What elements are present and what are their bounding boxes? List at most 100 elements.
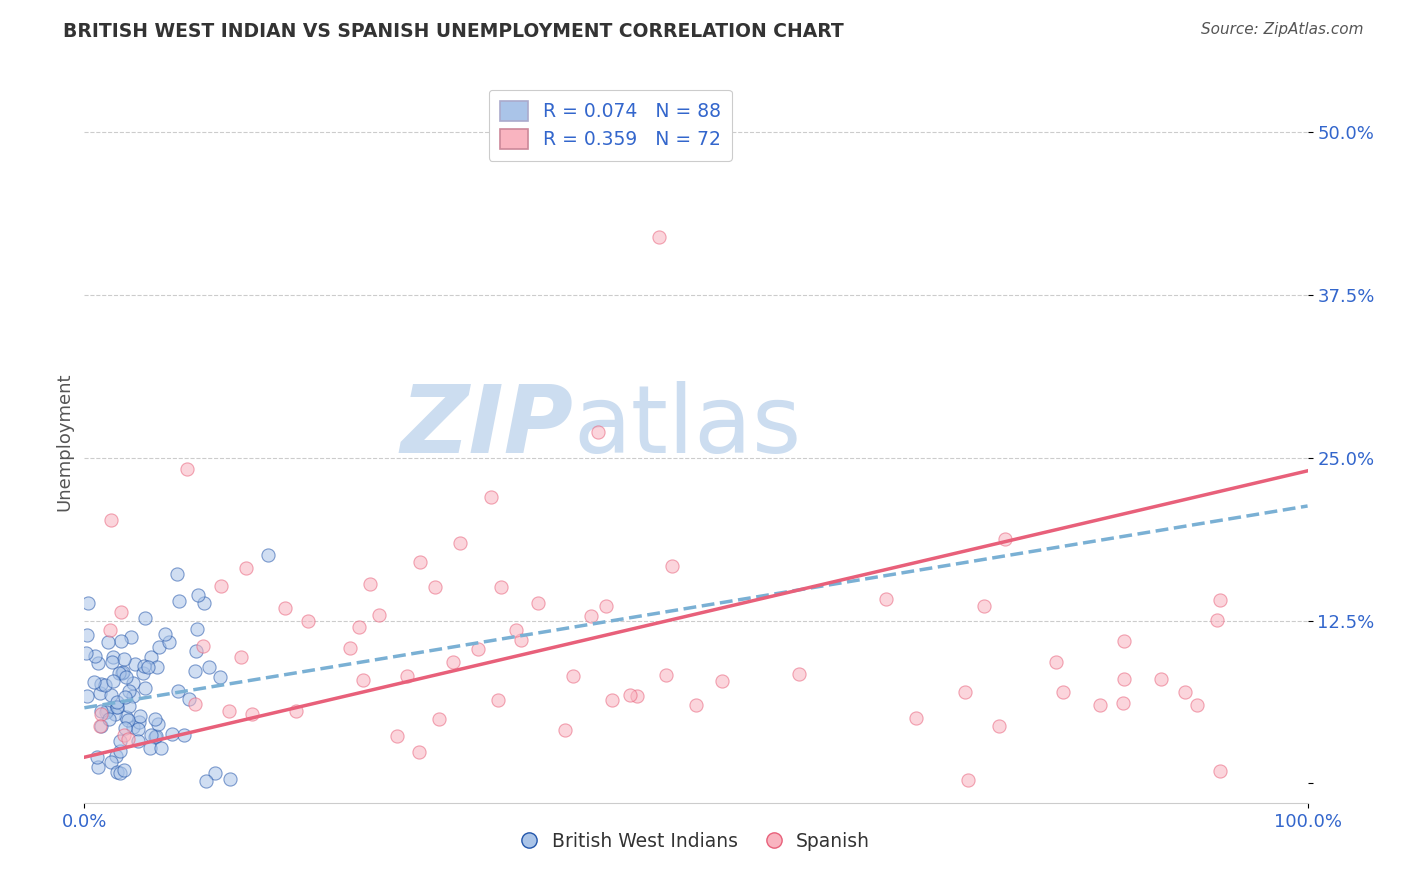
Point xyxy=(86,760,108,774)
Point xyxy=(103,650,125,665)
Point xyxy=(408,745,430,759)
Point xyxy=(654,668,676,682)
Point xyxy=(661,559,683,574)
Point xyxy=(77,596,100,610)
Point xyxy=(167,684,190,698)
Point xyxy=(409,555,432,569)
Text: BRITISH WEST INDIAN VS SPANISH UNEMPLOYMENT CORRELATION CHART: BRITISH WEST INDIAN VS SPANISH UNEMPLOYM… xyxy=(63,22,844,41)
Point xyxy=(96,703,118,717)
Point xyxy=(120,630,142,644)
Point xyxy=(231,649,253,664)
Point xyxy=(153,627,176,641)
Point xyxy=(184,697,207,711)
Point xyxy=(105,765,128,780)
Point xyxy=(957,772,980,787)
Point xyxy=(467,642,489,657)
Point xyxy=(86,750,108,764)
Point xyxy=(240,706,263,721)
Point xyxy=(100,755,122,769)
Point xyxy=(619,689,641,703)
Point xyxy=(104,707,127,722)
Point xyxy=(176,461,198,475)
Point xyxy=(218,772,240,786)
Point xyxy=(110,766,132,780)
Point xyxy=(84,648,107,663)
Text: Source: ZipAtlas.com: Source: ZipAtlas.com xyxy=(1201,22,1364,37)
Point xyxy=(139,728,162,742)
Text: ZIP: ZIP xyxy=(401,381,574,473)
Point xyxy=(145,729,167,743)
Point xyxy=(510,632,533,647)
Point xyxy=(479,490,502,504)
Point xyxy=(204,765,226,780)
Point xyxy=(198,659,221,673)
Point xyxy=(117,713,139,727)
Point xyxy=(505,624,527,638)
Point xyxy=(83,675,105,690)
Point xyxy=(285,704,308,718)
Point xyxy=(118,684,141,698)
Point xyxy=(134,681,156,695)
Point xyxy=(127,722,149,736)
Point xyxy=(128,714,150,729)
Point xyxy=(100,688,122,702)
Point xyxy=(339,640,361,655)
Point xyxy=(166,567,188,582)
Point xyxy=(148,640,170,654)
Point xyxy=(368,608,391,623)
Point xyxy=(562,668,585,682)
Point xyxy=(186,623,208,637)
Point xyxy=(209,669,232,683)
Point xyxy=(90,704,112,718)
Point xyxy=(101,674,124,689)
Point xyxy=(1206,614,1229,628)
Point xyxy=(122,675,145,690)
Point xyxy=(1045,655,1067,669)
Point xyxy=(274,601,297,615)
Point xyxy=(136,660,159,674)
Point xyxy=(429,713,451,727)
Point xyxy=(110,634,132,648)
Point xyxy=(94,678,117,692)
Point xyxy=(209,579,232,593)
Point xyxy=(1114,672,1136,686)
Point xyxy=(114,722,136,736)
Point xyxy=(146,717,169,731)
Point xyxy=(110,734,132,748)
Point xyxy=(396,669,419,683)
Point xyxy=(112,728,135,742)
Point xyxy=(114,670,136,684)
Point xyxy=(905,711,928,725)
Point xyxy=(193,639,215,653)
Point xyxy=(685,698,707,713)
Point xyxy=(1150,672,1173,686)
Legend: British West Indians, Spanish: British West Indians, Spanish xyxy=(515,824,877,858)
Point xyxy=(595,599,617,613)
Point xyxy=(146,660,169,674)
Point xyxy=(994,533,1017,547)
Point xyxy=(297,614,319,628)
Point xyxy=(128,709,150,723)
Point xyxy=(441,656,464,670)
Point xyxy=(347,620,370,634)
Point xyxy=(1112,696,1135,710)
Point xyxy=(1187,698,1209,713)
Point xyxy=(98,624,121,638)
Point xyxy=(138,741,160,756)
Point xyxy=(579,609,602,624)
Point xyxy=(89,706,111,721)
Point xyxy=(385,729,408,743)
Point xyxy=(359,577,381,591)
Point xyxy=(554,723,576,738)
Point xyxy=(423,580,446,594)
Point xyxy=(107,699,129,714)
Point xyxy=(100,655,122,669)
Point xyxy=(143,712,166,726)
Point xyxy=(89,718,111,732)
Point xyxy=(108,743,131,757)
Point xyxy=(76,689,98,703)
Point xyxy=(105,700,128,714)
Point xyxy=(988,719,1011,733)
Point xyxy=(143,730,166,744)
Point xyxy=(527,596,550,610)
